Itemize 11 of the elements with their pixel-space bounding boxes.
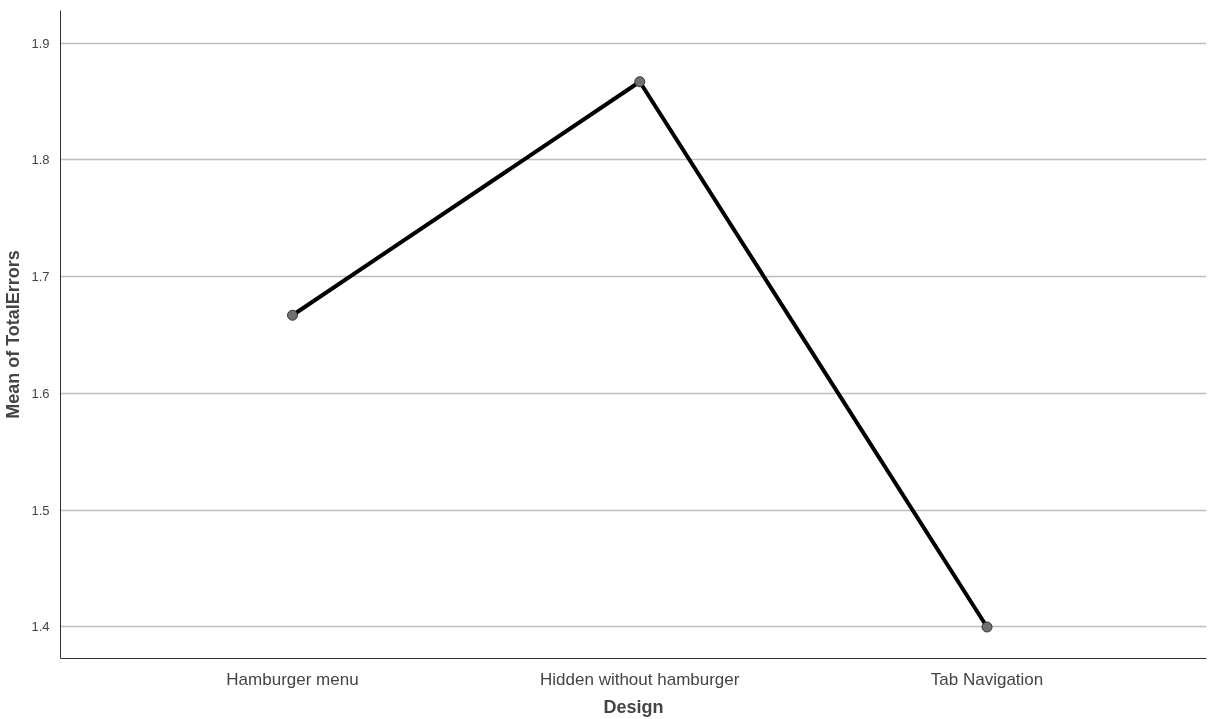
x-tick-label: Hidden without hamburger — [540, 669, 740, 689]
y-axis-title: Mean of TotalErrors — [3, 250, 24, 419]
x-tick-label: Hamburger menu — [226, 669, 359, 689]
y-tick-label: 1.6 — [31, 385, 50, 401]
y-tick-label: 1.4 — [31, 619, 50, 635]
y-tick-label: 1.8 — [31, 152, 50, 168]
y-tick-label: 1.5 — [31, 502, 50, 518]
y-tick-label: 1.9 — [31, 35, 50, 51]
x-axis-title: Design — [603, 696, 664, 717]
y-tick-label: 1.7 — [31, 269, 50, 285]
x-tick-label: Tab Navigation — [930, 669, 1044, 689]
